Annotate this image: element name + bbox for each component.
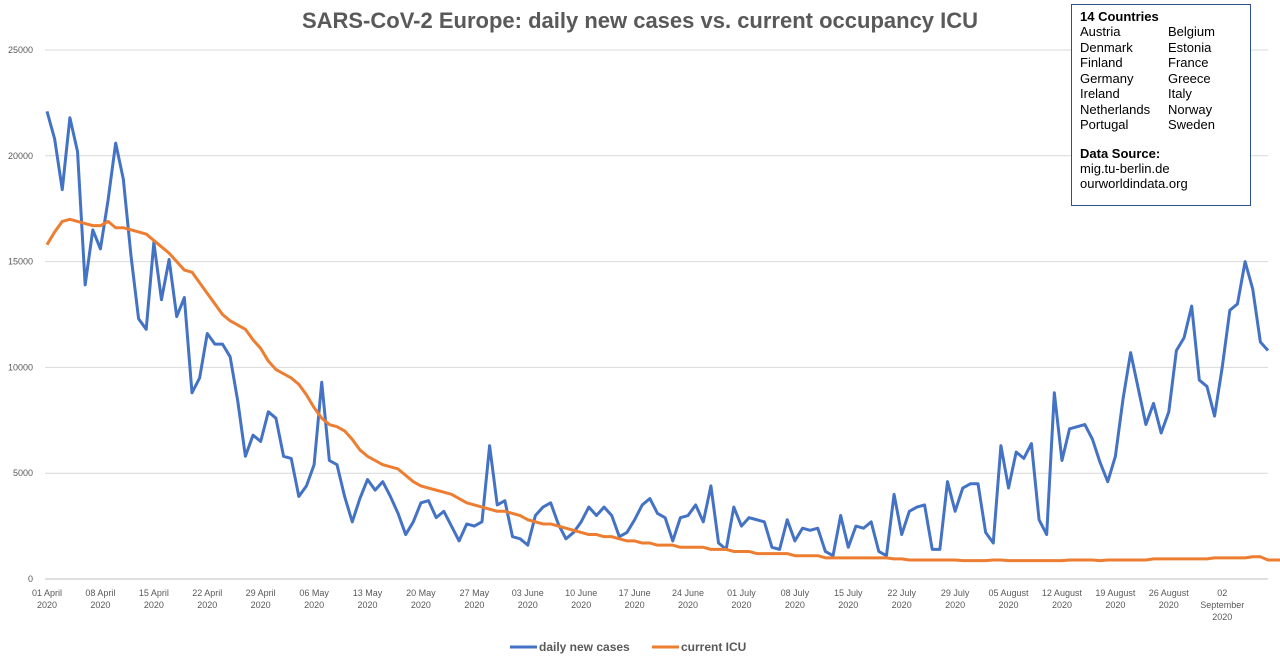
series-lines: [45, 110, 1280, 563]
x-tick-label: 22 July 2020: [887, 588, 916, 610]
series-line-current-icu: [45, 217, 1280, 563]
source-1: mig.tu-berlin.de: [1080, 160, 1170, 176]
country-name: Estonia: [1168, 39, 1212, 55]
x-tick-label: 12 August 2020: [1042, 588, 1083, 610]
x-tick-label: 08 April 2020: [85, 588, 115, 610]
x-tick-label: 03 June 2020: [512, 588, 544, 610]
country-name: Germany: [1080, 70, 1134, 86]
x-tick-label: 01 April 2020: [32, 588, 62, 610]
country-name: Sweden: [1168, 117, 1215, 132]
country-name: Finland: [1080, 55, 1123, 70]
x-tick-label: 27 May 2020: [460, 588, 490, 610]
country-name: France: [1168, 55, 1209, 70]
x-tick-label: 15 July 2020: [834, 588, 863, 610]
country-name: Denmark: [1080, 39, 1133, 55]
y-tick-label: 20000: [8, 151, 33, 161]
legend: daily new cases current ICU: [510, 640, 746, 654]
chart-title: SARS-CoV-2 Europe: daily new cases vs. c…: [302, 8, 978, 33]
country-list: Austria Belgium Denmark Estonia Finland Franc…: [1080, 24, 1242, 133]
x-tick-label: 24 June 2020: [672, 588, 704, 610]
country-name: Netherlands: [1080, 101, 1151, 117]
source-2: ourworldindata.org: [1080, 176, 1188, 191]
y-tick-label: 0: [28, 574, 33, 584]
country-name: Ireland: [1080, 86, 1120, 101]
y-tick-label: 15000: [8, 257, 33, 267]
x-tick-label: 20 May 2020: [406, 588, 436, 610]
y-tick-label: 5000: [13, 468, 33, 478]
x-tick-label: 06 May 2020: [299, 588, 329, 610]
gridlines: [45, 49, 1268, 580]
country-name: Portugal: [1080, 117, 1129, 132]
x-tick-label: 13 May 2020: [353, 588, 383, 610]
country-name: Belgium: [1168, 24, 1215, 39]
series-line-daily-new-cases: [45, 110, 1270, 558]
country-name: Norway: [1168, 101, 1213, 117]
source-heading: Data Source:: [1080, 145, 1161, 161]
x-tick-label: 22 April 2020: [192, 588, 222, 610]
x-tick-label: 05 August 2020: [989, 588, 1030, 610]
x-tick-label: 19 August 2020: [1095, 588, 1136, 610]
legend-label: current ICU: [681, 640, 746, 654]
y-axis-ticks: 0 5000 10000 15000 20000 25000: [8, 45, 33, 584]
x-tick-label: 02 September 2020: [1200, 588, 1244, 622]
x-tick-label: 29 July 2020: [941, 588, 970, 610]
x-axis-ticks: 01 April 2020 08 April 2020 15 April 2020 22 A…: [32, 588, 1244, 622]
x-tick-label: 29 April 2020: [246, 588, 276, 610]
legend-label: daily new cases: [539, 640, 630, 654]
country-name: Greece: [1168, 70, 1211, 86]
info-heading: 14 Countries: [1080, 9, 1159, 24]
x-tick-label: 17 June 2020: [619, 588, 651, 610]
x-tick-label: 26 August 2020: [1149, 588, 1190, 610]
country-name: Italy: [1168, 86, 1192, 101]
x-tick-label: 08 July 2020: [781, 588, 810, 610]
y-tick-label: 10000: [8, 362, 33, 372]
country-name: Austria: [1080, 24, 1121, 39]
info-box: 14 Countries Austria Belgium Denmark Estoni…: [1071, 4, 1251, 206]
y-tick-label: 25000: [8, 45, 33, 55]
x-tick-label: 15 April 2020: [139, 588, 169, 610]
x-tick-label: 10 June 2020: [565, 588, 597, 610]
x-tick-label: 01 July 2020: [727, 588, 756, 610]
